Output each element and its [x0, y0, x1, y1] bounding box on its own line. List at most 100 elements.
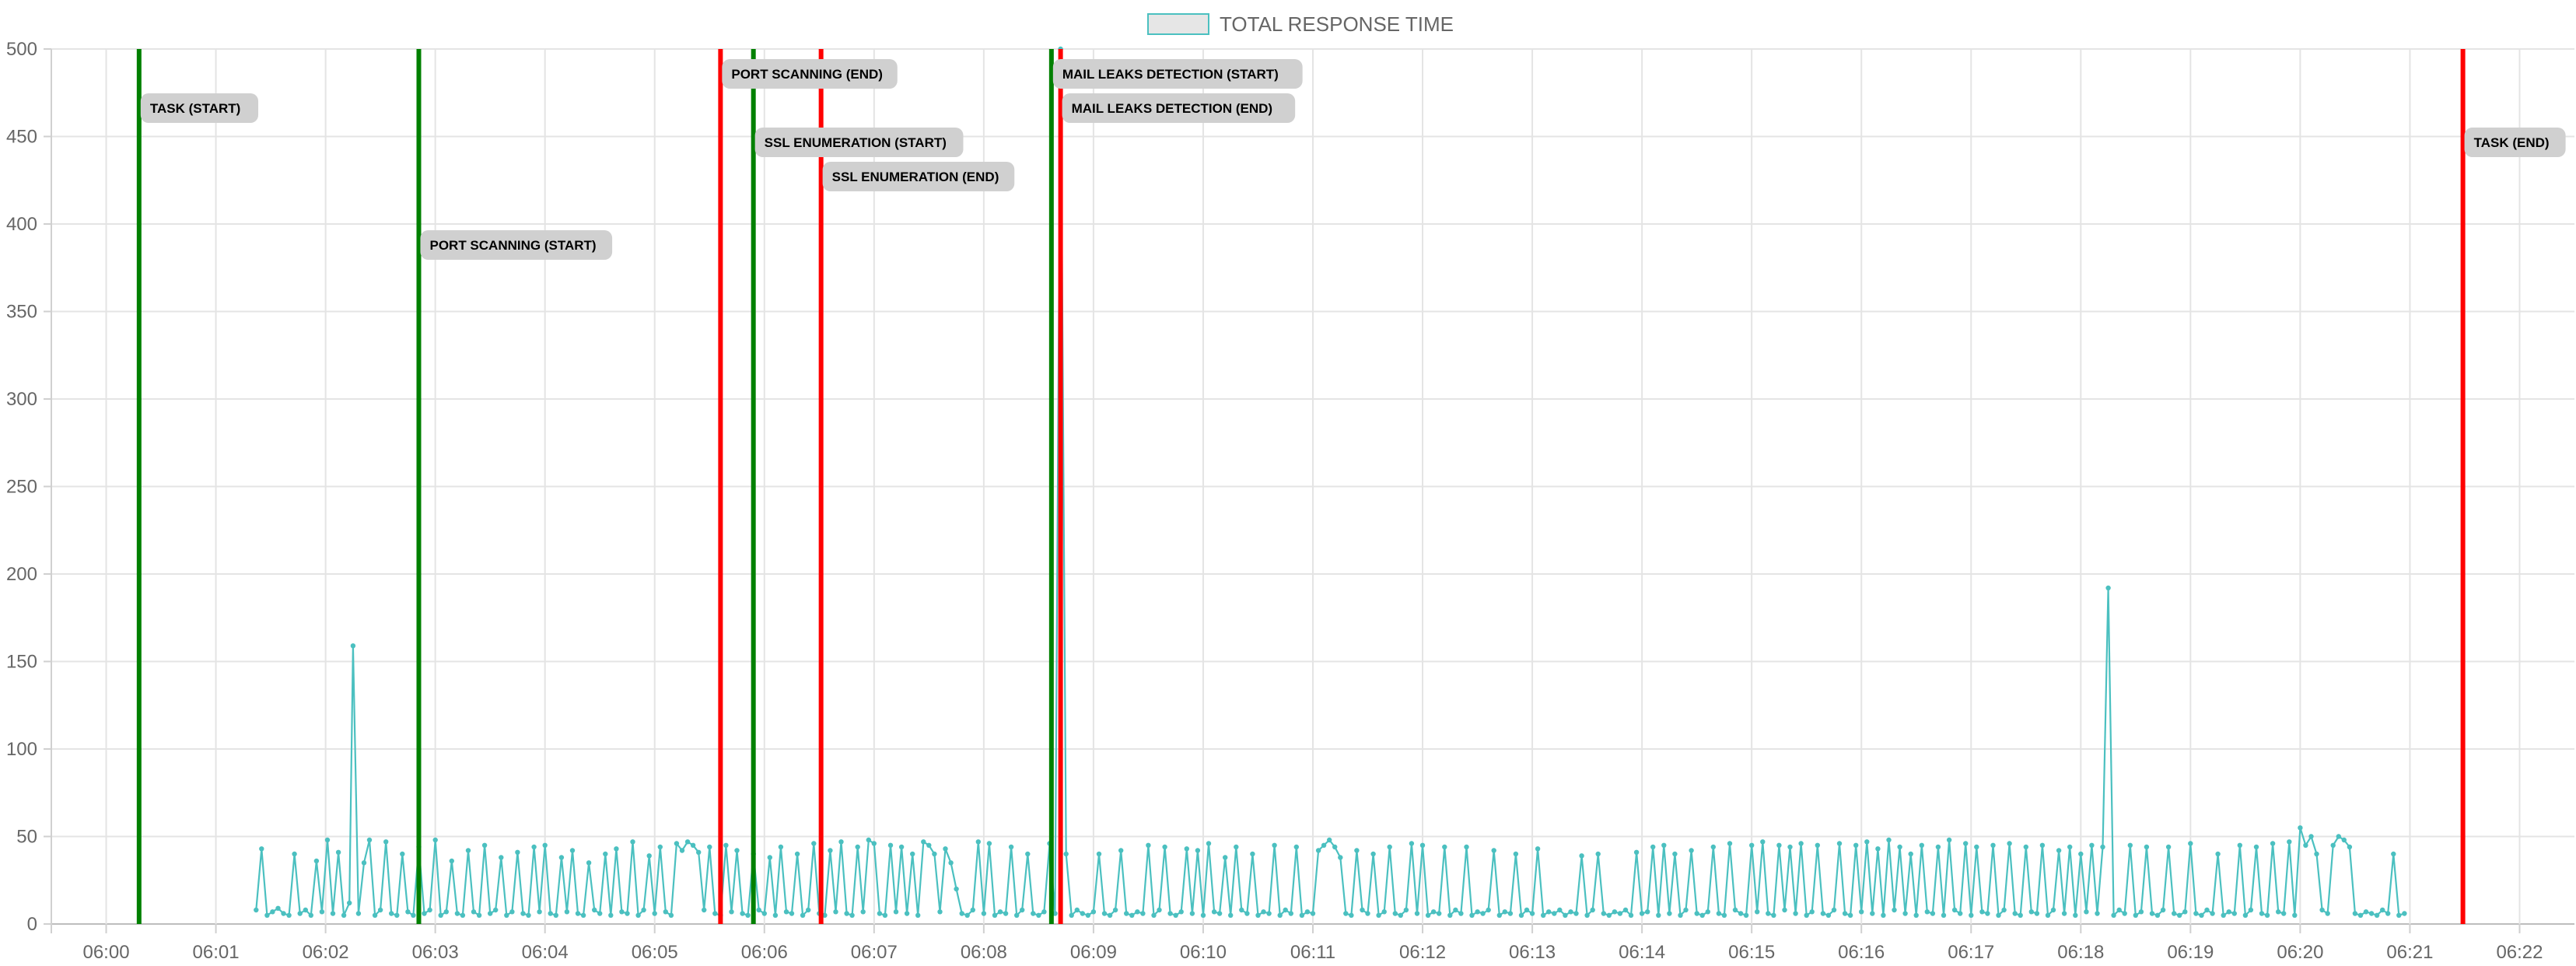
data-point[interactable]	[981, 911, 987, 916]
data-point[interactable]	[2325, 911, 2330, 916]
data-point[interactable]	[2012, 911, 2018, 916]
data-point[interactable]	[2264, 912, 2270, 919]
data-point[interactable]	[2034, 911, 2040, 916]
data-point[interactable]	[2396, 912, 2402, 919]
data-point[interactable]	[1403, 907, 1409, 913]
data-point[interactable]	[569, 848, 576, 853]
data-point[interactable]	[2100, 844, 2105, 850]
data-point[interactable]	[1628, 912, 1634, 919]
data-point[interactable]	[684, 839, 691, 845]
data-point[interactable]	[783, 909, 789, 915]
data-point[interactable]	[954, 886, 959, 892]
data-point[interactable]	[1645, 909, 1650, 915]
data-point[interactable]	[959, 911, 964, 916]
data-point[interactable]	[1354, 848, 1360, 853]
data-point[interactable]	[2385, 911, 2391, 916]
data-point[interactable]	[400, 851, 405, 857]
data-point[interactable]	[690, 842, 696, 849]
data-point[interactable]	[2078, 851, 2084, 857]
data-point[interactable]	[1886, 837, 1892, 843]
data-point[interactable]	[465, 848, 471, 853]
data-point[interactable]	[1924, 909, 1930, 915]
data-point[interactable]	[2056, 848, 2062, 853]
data-point[interactable]	[2160, 907, 2166, 913]
data-point[interactable]	[1293, 844, 1300, 850]
data-point[interactable]	[411, 912, 416, 919]
data-point[interactable]	[1124, 911, 1129, 916]
data-point[interactable]	[1513, 851, 1519, 857]
data-point[interactable]	[2292, 912, 2298, 919]
data-point[interactable]	[2368, 911, 2375, 916]
data-point[interactable]	[1288, 911, 1294, 916]
data-point[interactable]	[2231, 911, 2237, 916]
data-point[interactable]	[1743, 912, 1749, 919]
data-point[interactable]	[493, 907, 499, 913]
data-point[interactable]	[286, 912, 292, 919]
data-point[interactable]	[1173, 912, 1178, 919]
data-point[interactable]	[2028, 909, 2034, 915]
data-point[interactable]	[1112, 907, 1118, 913]
data-point[interactable]	[481, 842, 488, 849]
data-point[interactable]	[1003, 911, 1009, 916]
data-point[interactable]	[1963, 841, 1969, 846]
data-point[interactable]	[915, 912, 921, 919]
data-point[interactable]	[1486, 907, 1491, 913]
data-point[interactable]	[2067, 844, 2073, 850]
data-point[interactable]	[1496, 912, 1503, 919]
data-point[interactable]	[1332, 844, 1338, 850]
data-point[interactable]	[504, 912, 509, 919]
data-point[interactable]	[1568, 909, 1573, 915]
data-point[interactable]	[646, 853, 652, 859]
data-point[interactable]	[1760, 839, 1766, 845]
data-point[interactable]	[844, 911, 849, 916]
data-point[interactable]	[1118, 848, 1124, 853]
data-point[interactable]	[1299, 912, 1305, 919]
data-point[interactable]	[1195, 848, 1201, 853]
data-point[interactable]	[1892, 907, 1897, 913]
legend[interactable]: TOTAL RESPONSE TIME	[1147, 12, 1454, 36]
data-point[interactable]	[1189, 911, 1195, 916]
data-point[interactable]	[2336, 834, 2341, 839]
data-point[interactable]	[2144, 844, 2150, 850]
data-point[interactable]	[921, 839, 926, 845]
data-point[interactable]	[2165, 844, 2172, 850]
data-point[interactable]	[866, 837, 872, 843]
data-point[interactable]	[1304, 909, 1311, 915]
data-point[interactable]	[319, 909, 325, 915]
data-point[interactable]	[1535, 846, 1541, 852]
data-point[interactable]	[297, 911, 303, 916]
data-point[interactable]	[778, 844, 784, 850]
data-point[interactable]	[1617, 911, 1623, 916]
data-point[interactable]	[1031, 911, 1036, 916]
data-point[interactable]	[800, 912, 806, 919]
data-point[interactable]	[1206, 841, 1212, 846]
data-point[interactable]	[1990, 842, 1996, 849]
data-point[interactable]	[937, 909, 943, 915]
data-point[interactable]	[608, 912, 614, 919]
data-point[interactable]	[2253, 844, 2259, 850]
data-point[interactable]	[1464, 844, 1469, 850]
data-point[interactable]	[432, 837, 438, 843]
data-point[interactable]	[1771, 912, 1776, 919]
data-point[interactable]	[1255, 912, 1261, 919]
data-point[interactable]	[324, 837, 331, 843]
data-point[interactable]	[1107, 912, 1113, 919]
data-point[interactable]	[811, 841, 817, 846]
data-point[interactable]	[377, 907, 383, 913]
data-point[interactable]	[2221, 912, 2226, 919]
data-point[interactable]	[515, 849, 520, 856]
data-point[interactable]	[1036, 912, 1041, 919]
data-point[interactable]	[2039, 842, 2046, 849]
data-point[interactable]	[372, 912, 378, 919]
data-point[interactable]	[1387, 844, 1392, 850]
data-point[interactable]	[1338, 855, 1343, 860]
data-point[interactable]	[1738, 911, 1744, 916]
data-point[interactable]	[1590, 907, 1595, 913]
data-point[interactable]	[1870, 911, 1875, 916]
data-point[interactable]	[1710, 844, 1716, 850]
data-point[interactable]	[1349, 912, 1354, 919]
data-point[interactable]	[2095, 911, 2100, 916]
data-point[interactable]	[1804, 912, 1809, 919]
data-point[interactable]	[1656, 912, 1661, 919]
data-point[interactable]	[2330, 842, 2336, 849]
